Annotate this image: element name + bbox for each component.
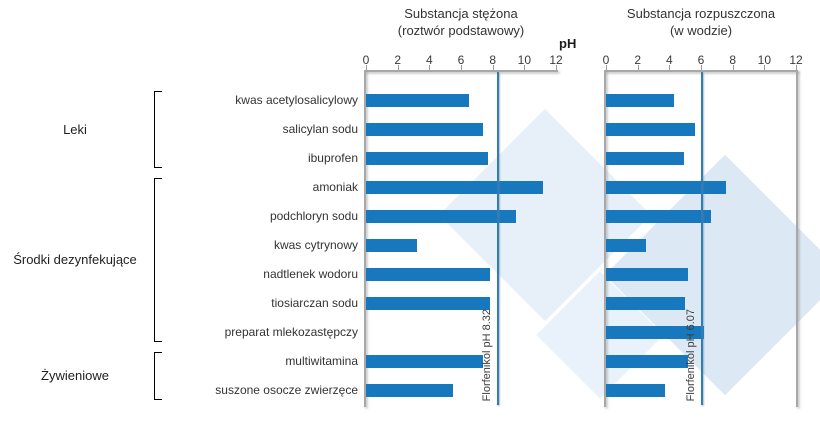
- bar: [366, 210, 517, 223]
- x-tick-label: 12: [549, 53, 563, 67]
- group-annotations: Leki Środki dezynfekujące Żywieniowe: [0, 72, 166, 405]
- bar: [366, 152, 488, 165]
- right-plot-border-line: [796, 70, 798, 407]
- group-bracket: [154, 91, 162, 168]
- x-tick-label: 2: [394, 53, 401, 67]
- x-tick-label: 10: [757, 53, 772, 67]
- bar: [606, 268, 689, 281]
- x-tick-label: 12: [789, 53, 803, 67]
- bar: [606, 355, 689, 368]
- bar: [366, 355, 484, 368]
- right-plot-area: 0 2 4 6 8 10 12 Florfenikol pH 6.07: [603, 53, 803, 405]
- x-tick-mark: [492, 65, 494, 70]
- florfenikol-reference-line: [496, 72, 499, 405]
- bar: [366, 268, 490, 281]
- group-label: Leki: [63, 121, 87, 137]
- x-tick-mark: [764, 65, 766, 70]
- florfenikol-reference-label: Florfenikol pH 8.32: [480, 308, 493, 401]
- x-tick-mark: [732, 65, 734, 70]
- category-label: podchloryn sodu: [269, 209, 358, 223]
- group-bracket: [154, 352, 162, 400]
- bar: [606, 384, 665, 397]
- group-label: Środki dezynfekujące: [13, 252, 137, 267]
- x-tick-mark: [701, 65, 702, 70]
- x-tick-label: 0: [602, 53, 610, 67]
- right-y-axis-line: [604, 70, 606, 407]
- x-tick-label: 8: [489, 53, 496, 67]
- category-label: tiosiarczan sodu: [271, 296, 358, 310]
- category-label: multiwitamina: [285, 354, 358, 368]
- x-tick-mark: [397, 65, 399, 70]
- bar: [366, 181, 544, 194]
- bar: [606, 326, 705, 339]
- bar: [606, 181, 727, 194]
- x-tick-label: 8: [729, 53, 736, 67]
- category-label: suszone osocze zwierzęce: [215, 383, 358, 397]
- category-label: preparat mlekozastępczy: [224, 325, 358, 339]
- x-tick-mark: [606, 65, 607, 70]
- florfenikol-reference-line: [701, 72, 704, 405]
- bar: [366, 297, 490, 310]
- group-bracket: [154, 178, 162, 342]
- x-tick-mark: [429, 65, 431, 70]
- x-tick-mark: [556, 65, 557, 70]
- x-tick-mark: [637, 65, 639, 70]
- category-label: nadtlenek wodoru: [263, 267, 358, 281]
- left-x-axis-line: [364, 70, 558, 72]
- x-tick-label: 10: [517, 53, 532, 67]
- bar: [606, 152, 684, 165]
- bar: [606, 210, 711, 223]
- category-label: ibuprofen: [307, 151, 358, 165]
- bar: [606, 94, 675, 107]
- x-tick-label: 4: [665, 53, 673, 67]
- x-tick-mark: [796, 65, 797, 70]
- x-tick-label: 4: [425, 53, 433, 67]
- bar: [366, 94, 469, 107]
- x-tick-label: 2: [634, 53, 641, 67]
- ph-axis-label: pH: [559, 36, 577, 51]
- x-tick-mark: [524, 65, 526, 70]
- category-label: kwas acetylosalicylowy: [235, 93, 358, 107]
- x-tick-mark: [669, 65, 671, 70]
- category-labels: kwas acetylosalicylowy salicylan sodu ibup…: [170, 72, 358, 405]
- right-x-axis-line: [604, 70, 798, 72]
- left-y-axis-line: [364, 70, 366, 407]
- right-panel-title: Substancja rozpuszczona (w wodzie): [626, 6, 776, 38]
- group-label: Żywieniowe: [41, 368, 109, 383]
- x-tick-label: 6: [697, 53, 705, 67]
- bar: [366, 123, 484, 136]
- category-label: amoniak: [312, 180, 358, 194]
- bar: [366, 239, 417, 252]
- bar: [606, 239, 646, 252]
- left-plot-area: 0 2 4 6 8 10 12 Florfenikol pH 8.32: [363, 53, 563, 405]
- bar: [366, 384, 454, 397]
- category-label: salicylan sodu: [282, 122, 358, 136]
- left-panel-title: Substancja stężona (roztwór podstawowy): [397, 6, 525, 38]
- x-tick-label: 6: [457, 53, 465, 67]
- bar: [606, 297, 686, 310]
- x-tick-mark: [366, 65, 367, 70]
- florfenikol-reference-label: Florfenikol pH 6.07: [685, 308, 698, 401]
- bar: [606, 123, 695, 136]
- category-label: kwas cytrynowy: [273, 238, 358, 252]
- x-tick-mark: [461, 65, 462, 70]
- x-tick-label: 0: [362, 53, 370, 67]
